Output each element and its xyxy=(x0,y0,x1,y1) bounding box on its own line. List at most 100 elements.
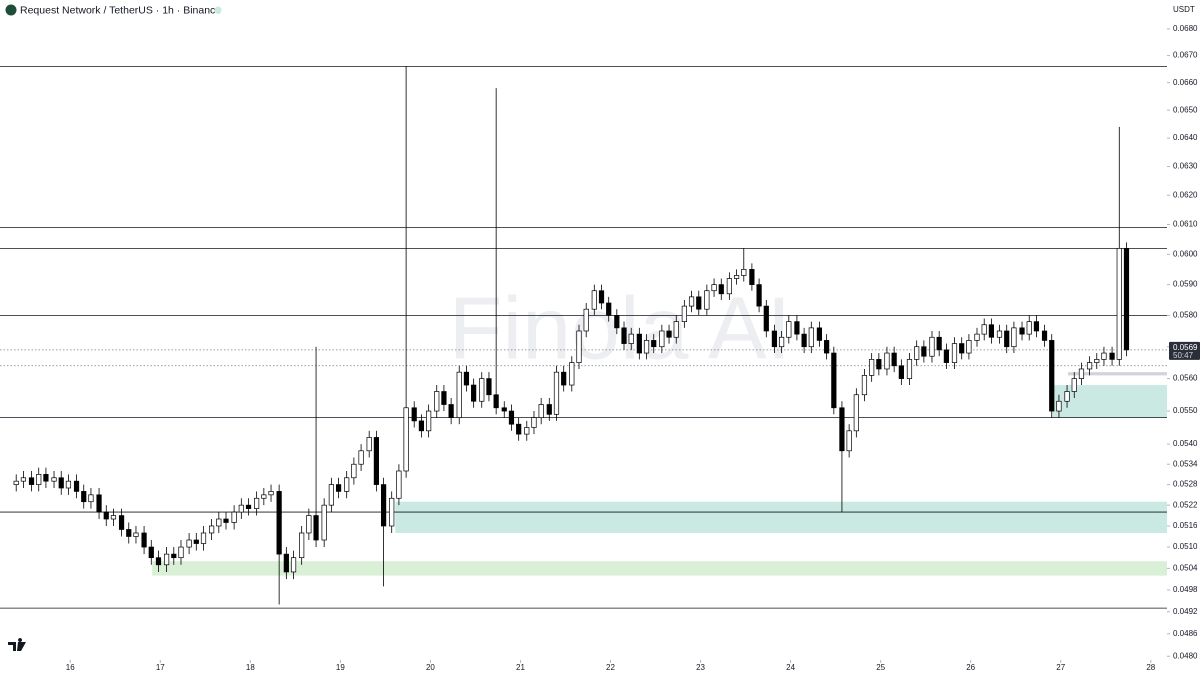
x-tick-label: 20 xyxy=(426,663,435,672)
candle-body xyxy=(344,477,350,492)
candle-body xyxy=(794,321,800,335)
candle-body xyxy=(726,278,732,295)
candle-body xyxy=(1116,247,1122,360)
candle-body xyxy=(299,532,305,559)
candle-body xyxy=(1026,321,1032,335)
candle-body xyxy=(216,518,222,527)
candle-body xyxy=(959,343,965,354)
candle-body xyxy=(538,404,544,418)
candle-body xyxy=(58,477,64,489)
candle-body xyxy=(403,407,409,472)
candle-body xyxy=(606,302,612,316)
y-tick-label: 0.0550 xyxy=(1173,406,1198,415)
y-tick-label: 0.0528 xyxy=(1173,480,1198,489)
candle-body xyxy=(1123,247,1130,351)
candle-body xyxy=(801,333,807,348)
candle-body xyxy=(583,308,589,332)
symbol-icon xyxy=(5,4,17,16)
candle-body xyxy=(200,532,207,544)
y-tick-label: 0.0620 xyxy=(1173,190,1198,199)
candle-body xyxy=(118,515,125,530)
candle-body xyxy=(65,480,72,489)
candle-body xyxy=(126,529,132,537)
candle-body xyxy=(456,371,462,418)
candle-body xyxy=(884,352,890,370)
candle-body xyxy=(441,391,447,405)
x-tick-label: 21 xyxy=(516,663,525,672)
candle-body xyxy=(763,305,769,332)
x-tick-label: 19 xyxy=(336,663,345,672)
candle-body xyxy=(328,484,334,506)
candle-body xyxy=(209,525,215,534)
candle-body xyxy=(290,557,297,573)
candle-body xyxy=(988,324,995,338)
candle-body xyxy=(1019,327,1025,335)
axis-unit: USDT xyxy=(1173,5,1195,14)
candle-body xyxy=(448,404,454,418)
candle-body xyxy=(434,391,440,412)
candle-body xyxy=(231,511,237,523)
x-tick-label: 25 xyxy=(876,663,885,672)
candle-body xyxy=(696,296,702,310)
candle-body xyxy=(486,378,492,396)
candle-body xyxy=(81,491,87,503)
candle-body xyxy=(1033,321,1040,332)
candle-body xyxy=(351,463,357,479)
levels xyxy=(0,65,1167,609)
candle-body xyxy=(598,290,605,304)
candle-body xyxy=(914,346,920,360)
candle-body xyxy=(268,491,274,496)
candle-body xyxy=(831,352,837,409)
y-tick-label: 0.0670 xyxy=(1173,51,1198,60)
candle-body xyxy=(711,284,717,292)
y-tick-label: 0.0630 xyxy=(1173,162,1198,171)
y-tick-label: 0.0480 xyxy=(1173,651,1198,660)
candle-body xyxy=(358,450,364,465)
price-box xyxy=(1169,341,1200,360)
candle-body xyxy=(651,340,657,348)
candle-body xyxy=(688,296,695,307)
x-tick-label: 18 xyxy=(246,663,255,672)
watermark: Finola AI xyxy=(449,278,791,377)
candle-body xyxy=(636,333,642,354)
y-tick-label: 0.0580 xyxy=(1173,311,1198,320)
candle-body xyxy=(426,410,432,432)
candle-body xyxy=(238,504,244,513)
candle-body xyxy=(96,494,102,513)
candle-body xyxy=(471,384,477,402)
y-tick-label: 0.0516 xyxy=(1173,521,1198,530)
chart-title: Request Network / TetherUS · 1h · Binanc… xyxy=(20,4,221,16)
y-tick-label: 0.0650 xyxy=(1173,105,1198,114)
candle-body xyxy=(569,362,575,386)
candle-body xyxy=(366,437,372,452)
candle-body xyxy=(816,327,823,341)
candle-body xyxy=(155,557,162,566)
candle-body xyxy=(335,484,342,492)
candle-body xyxy=(531,417,537,428)
y-tick-label: 0.0522 xyxy=(1173,500,1198,509)
zone xyxy=(152,561,1168,576)
candle-body xyxy=(546,404,552,415)
candle-body xyxy=(921,346,927,357)
y-tick-label: 0.0680 xyxy=(1173,24,1198,33)
candle-body xyxy=(479,378,485,402)
y-tick-label: 0.0600 xyxy=(1173,249,1198,258)
candle-body xyxy=(313,515,319,541)
candle-body xyxy=(36,474,42,485)
x-tick-label: 17 xyxy=(156,663,165,672)
candle-body xyxy=(853,394,859,432)
candle-body xyxy=(1056,400,1062,412)
candle-body xyxy=(824,340,830,354)
candle-body xyxy=(110,515,117,520)
candle-body xyxy=(418,420,425,432)
candle-body xyxy=(13,480,19,485)
y-tick-label: 0.0540 xyxy=(1173,439,1198,448)
y-tick-label: 0.0498 xyxy=(1173,585,1198,594)
candle-body xyxy=(718,284,724,295)
candle-body xyxy=(614,315,620,329)
x-tick-label: 24 xyxy=(786,663,795,672)
countdown-label: 50:47 xyxy=(1173,351,1194,360)
candle-body xyxy=(380,484,387,527)
x-tick-label: 28 xyxy=(1146,663,1155,672)
